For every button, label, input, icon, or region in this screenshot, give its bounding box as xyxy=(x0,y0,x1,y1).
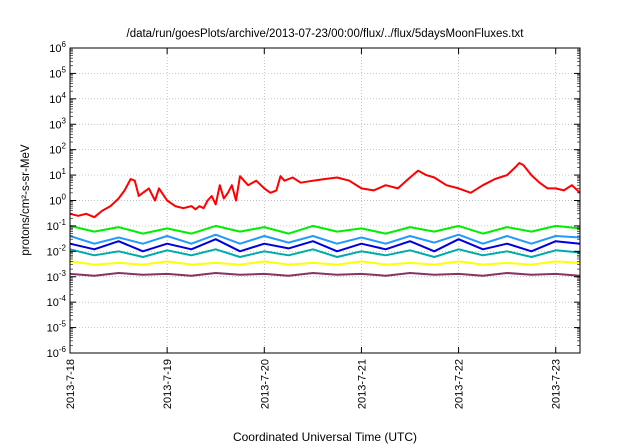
x-tick-label: 2013-7-20 xyxy=(259,359,271,409)
y-axis-label: protons/cm²-s-sr-MeV xyxy=(20,144,32,256)
series-line-4 xyxy=(69,233,581,245)
y-tick-label: 10-3 xyxy=(47,269,67,284)
y-tick-label: 106 xyxy=(49,40,66,55)
x-tick-label: 2013-7-22 xyxy=(454,359,466,409)
series-line-2 xyxy=(69,248,581,258)
y-tick-label: 100 xyxy=(49,193,66,208)
series-line-0 xyxy=(69,162,581,219)
y-tick-label: 10-2 xyxy=(47,243,67,258)
x-tick-label: 2013-7-23 xyxy=(551,359,563,409)
series-line-3 xyxy=(69,238,581,253)
x-tick-label: 2013-7-21 xyxy=(356,359,368,409)
x-axis-label: Coordinated Universal Time (UTC) xyxy=(233,430,417,444)
axes: 2013-7-18 2013-7-19 2013-7-20 2013-7-21 2013… xyxy=(47,40,580,409)
chart-title: /data/run/goesPlots/archive/2013-07-23/0… xyxy=(127,28,525,40)
y-tick-label: 103 xyxy=(49,116,66,131)
x-tick-label: 2013-7-18 xyxy=(65,359,77,409)
series-line-6 xyxy=(69,272,581,277)
y-tick-label: 10-4 xyxy=(47,294,67,309)
series-lines xyxy=(69,162,581,277)
y-tick-label: 105 xyxy=(49,65,66,80)
grid-lines xyxy=(69,48,580,353)
y-tick-label: 10-1 xyxy=(47,218,67,233)
y-tick-label: 10-6 xyxy=(47,345,67,360)
series-line-5 xyxy=(69,260,581,266)
y-tick-label: 102 xyxy=(49,142,66,157)
y-tick-label: 104 xyxy=(49,91,66,106)
series-line-1 xyxy=(69,224,581,235)
y-tick-label: 10-5 xyxy=(47,320,67,335)
y-tick-label: 101 xyxy=(49,167,66,182)
x-tick-label: 2013-7-19 xyxy=(162,359,174,409)
